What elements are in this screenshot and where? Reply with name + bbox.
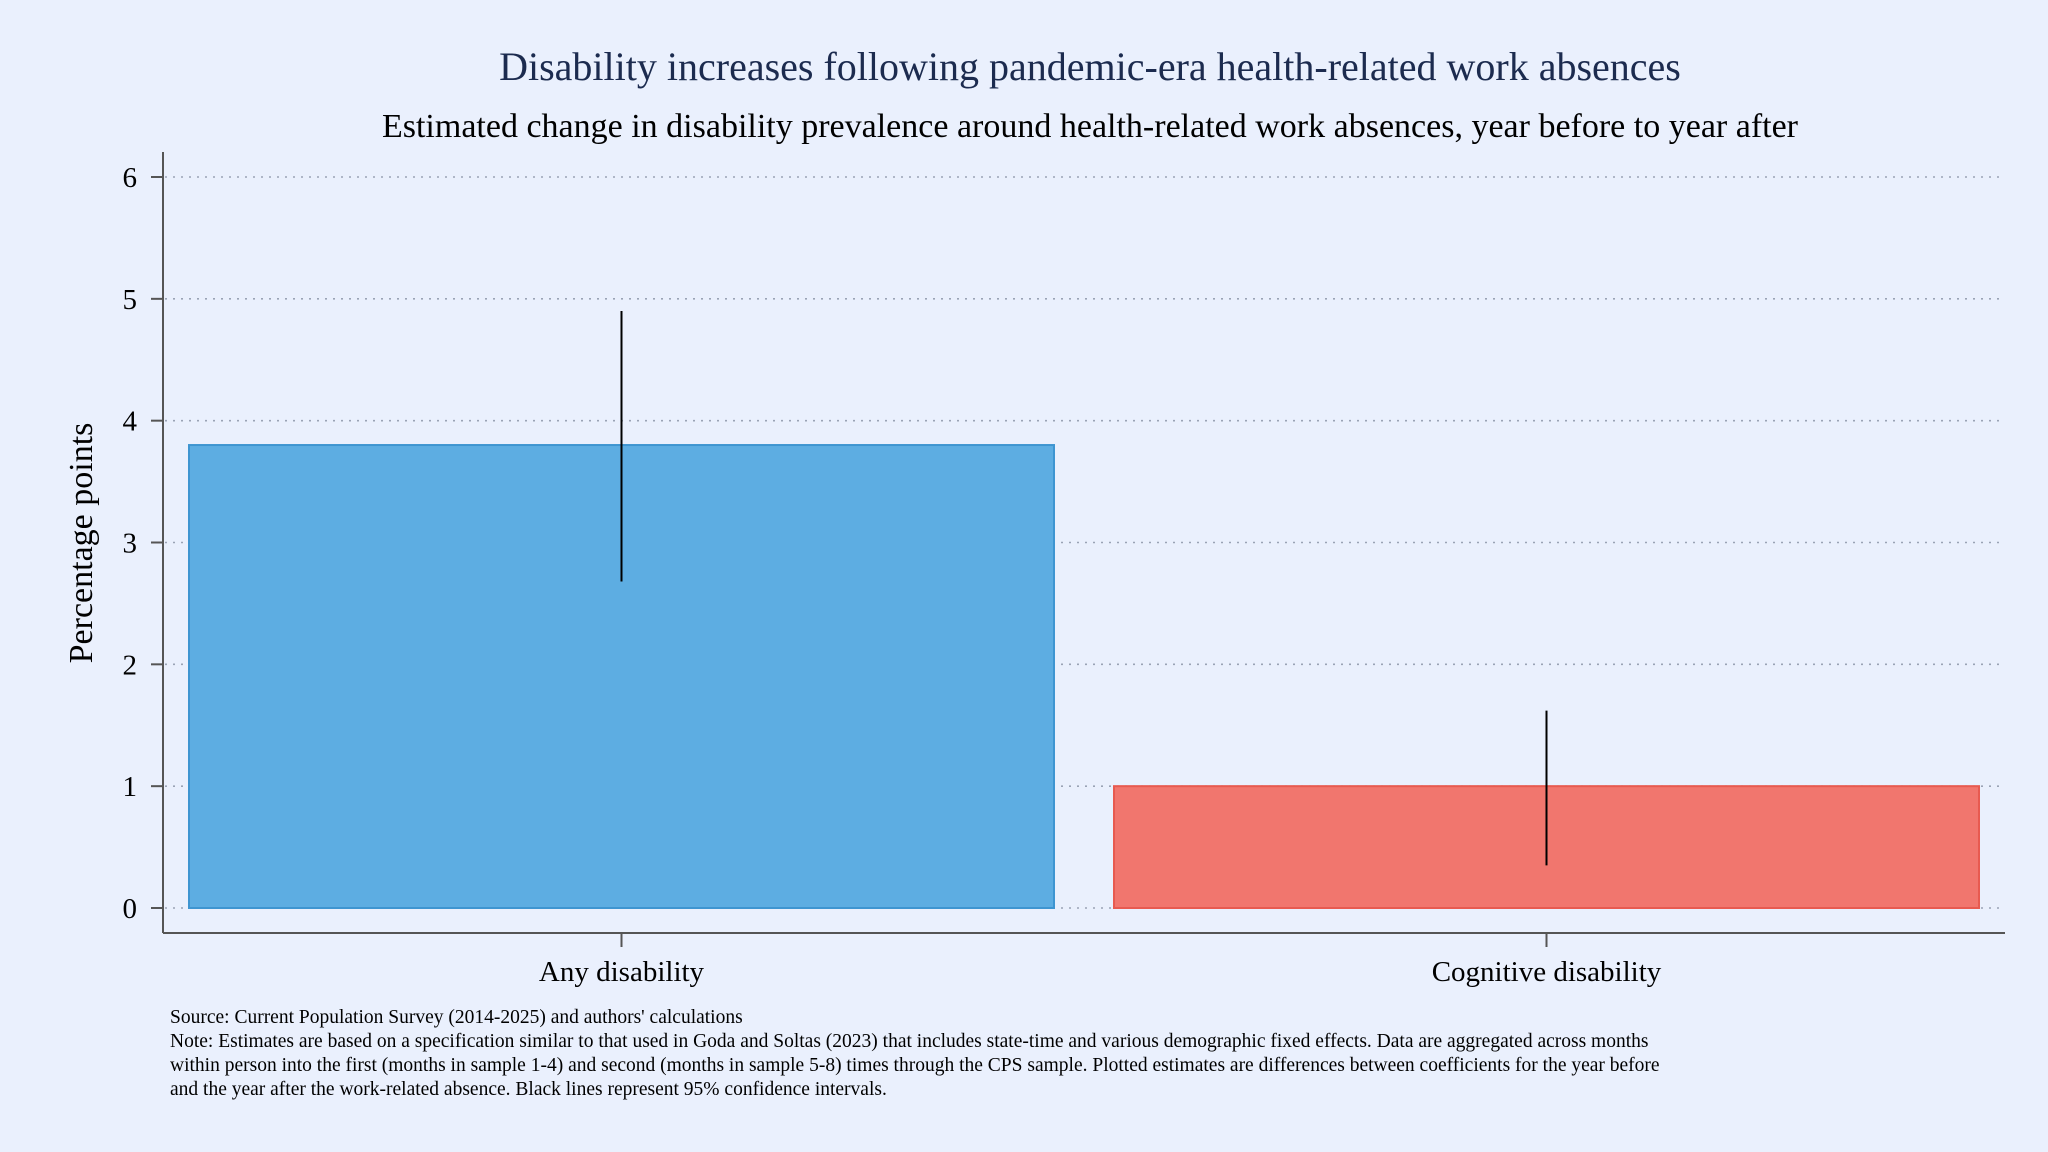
chart-subtitle: Estimated change in disability prevalenc…: [382, 108, 1799, 145]
confidence-intervals: [620, 311, 1548, 866]
x-tick-label: Any disability: [539, 956, 705, 988]
y-tick-label: 1: [123, 771, 138, 803]
x-tick-label: Cognitive disability: [1432, 956, 1662, 988]
y-axis-label: Percentage points: [63, 423, 100, 664]
y-ticks: 0 1 2 3 4 5 6: [123, 162, 163, 925]
y-tick-label: 2: [123, 649, 138, 681]
note-line: Note: Estimates are based on a specifica…: [170, 1031, 1649, 1052]
chart-title: Disability increases following pandemic-…: [499, 44, 1681, 89]
y-tick-label: 3: [123, 528, 138, 560]
x-ticks: Any disability Cognitive disability: [539, 933, 1662, 988]
chart-notes: Source: Current Population Survey (2014-…: [170, 1006, 1990, 1102]
note-line: within person into the first (months in …: [170, 1055, 1660, 1076]
gridlines: [165, 176, 2005, 909]
y-tick-label: 4: [123, 406, 138, 438]
y-tick-label: 6: [123, 162, 138, 194]
note-line: and the year after the work-related abse…: [170, 1079, 887, 1100]
source-note: Source: Current Population Survey (2014-…: [170, 1007, 743, 1028]
y-tick-label: 5: [123, 284, 138, 316]
y-tick-label: 0: [123, 893, 138, 925]
